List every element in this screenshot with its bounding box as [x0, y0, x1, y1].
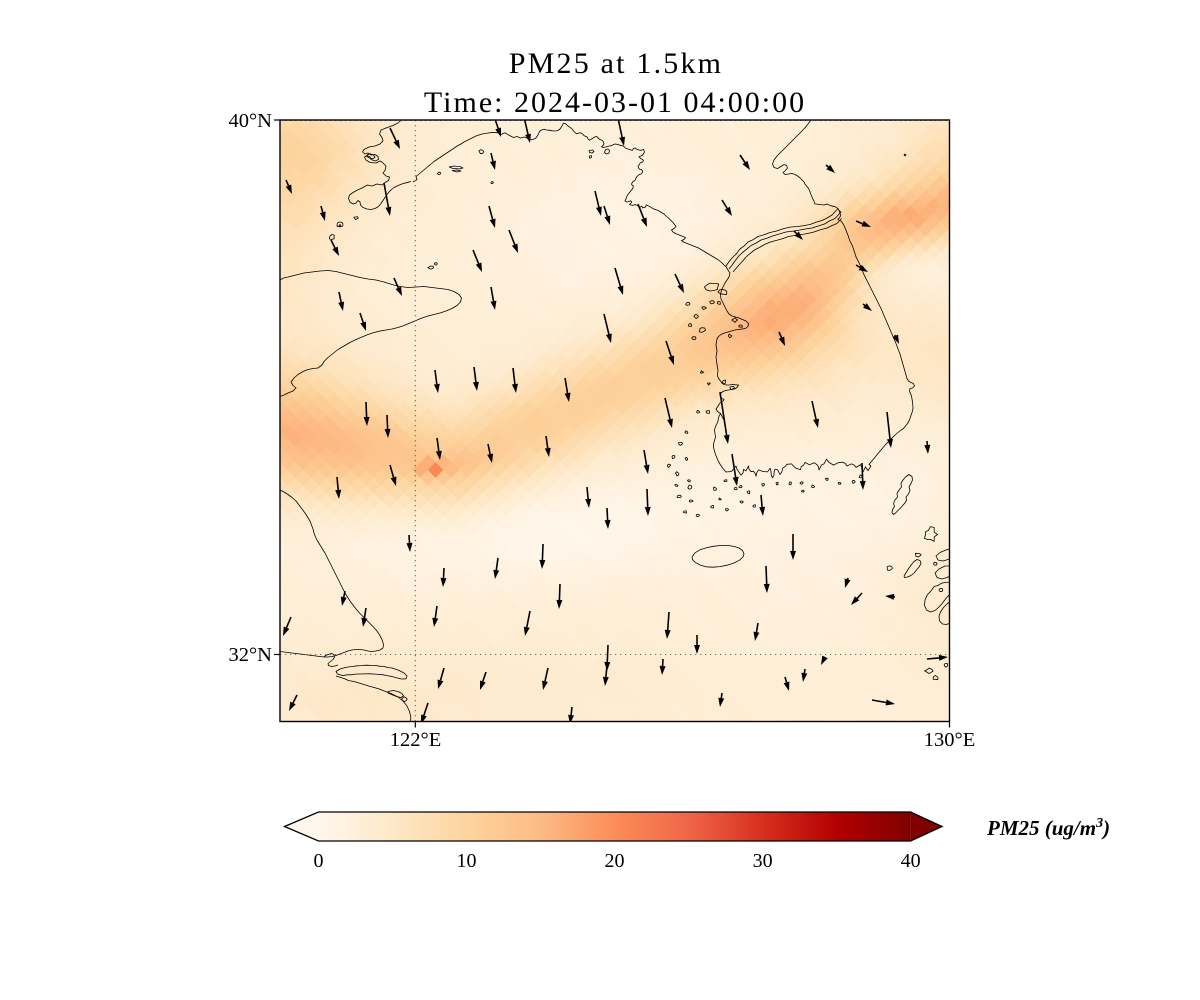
svg-text:0: 0 — [314, 850, 324, 872]
svg-text:130°E: 130°E — [924, 729, 975, 751]
svg-text:Time: 2024-03-01 04:00:00: Time: 2024-03-01 04:00:00 — [424, 86, 806, 119]
svg-text:PM25 at 1.5km: PM25 at 1.5km — [509, 47, 723, 80]
svg-text:40: 40 — [901, 850, 921, 872]
svg-text:30: 30 — [753, 850, 773, 872]
svg-text:PM25 (ug/m3): PM25 (ug/m3) — [986, 816, 1110, 840]
svg-text:40°N: 40°N — [228, 110, 272, 132]
svg-text:10: 10 — [457, 850, 477, 872]
svg-text:20: 20 — [605, 850, 625, 872]
svg-text:32°N: 32°N — [228, 644, 272, 666]
svg-text:122°E: 122°E — [390, 729, 441, 751]
